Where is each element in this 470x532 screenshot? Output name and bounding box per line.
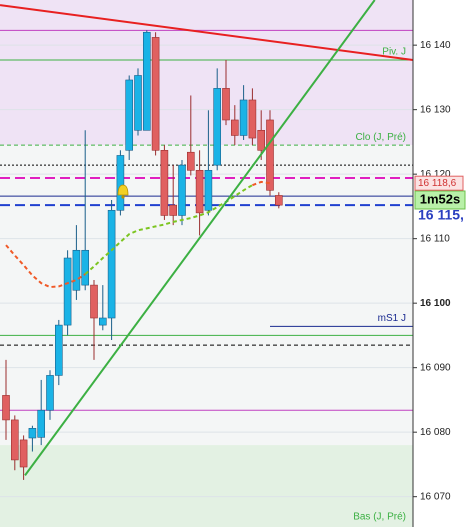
candle-body [134,75,142,131]
candle-body [274,195,283,206]
candle-body [239,99,248,136]
candle-body [54,324,63,376]
moving-average [5,180,271,289]
candle-body [222,88,230,121]
candle-body [107,209,116,319]
candle-body [160,149,169,216]
moving-average [84,184,253,275]
trend-line [0,4,414,61]
candle-body [116,155,125,211]
y-tick-label: 16 130 [420,104,451,115]
candle-body [169,204,177,216]
y-tick-label: 16 070 [420,491,451,502]
candle-body [81,249,89,286]
zone-label: Bas (J, Pré) [353,512,406,523]
level-label: mS1 J [378,313,406,324]
candle-body [72,249,81,291]
zone [0,0,413,146]
candle-body [213,88,221,166]
y-tick-label: 16 110 [420,233,450,244]
y-tick-label: 16 120 [420,169,451,180]
candle-body [125,79,133,151]
candle-body [204,169,213,211]
candle-body [266,119,274,191]
candle-body [11,419,19,461]
alert-bell [117,184,129,199]
candle-body [248,99,257,139]
candle-body [187,151,195,171]
candle-body [37,409,46,438]
level-label: Piv. J [382,47,406,58]
candle-body [178,164,186,216]
candle-body [63,257,72,326]
last-price-label: 16 118,6 [418,178,457,189]
countdown-box [414,190,466,210]
y-tick-label: 16 090 [420,362,451,373]
candle-body [99,317,107,326]
candle-body [2,395,10,421]
candle-body [151,37,160,151]
countdown: 1m52s [420,191,460,206]
trend-line [24,0,376,476]
candle-body [19,439,28,468]
zone [0,445,413,527]
bid-label: 16 115, [418,207,464,223]
y-tick-label: 16 080 [420,427,451,438]
candle-body [231,119,239,136]
candle-body [143,31,151,131]
candle-body [195,169,204,214]
candle-body [90,284,98,319]
candle-body [46,375,54,411]
candle-body [257,129,266,151]
last-price-box [414,175,464,191]
y-tick-label: 16 140 [420,40,451,51]
level-label: Clo (J, Pré) [355,132,406,143]
candle-body [28,428,37,439]
y-tick-label: 16 100 [420,298,451,309]
